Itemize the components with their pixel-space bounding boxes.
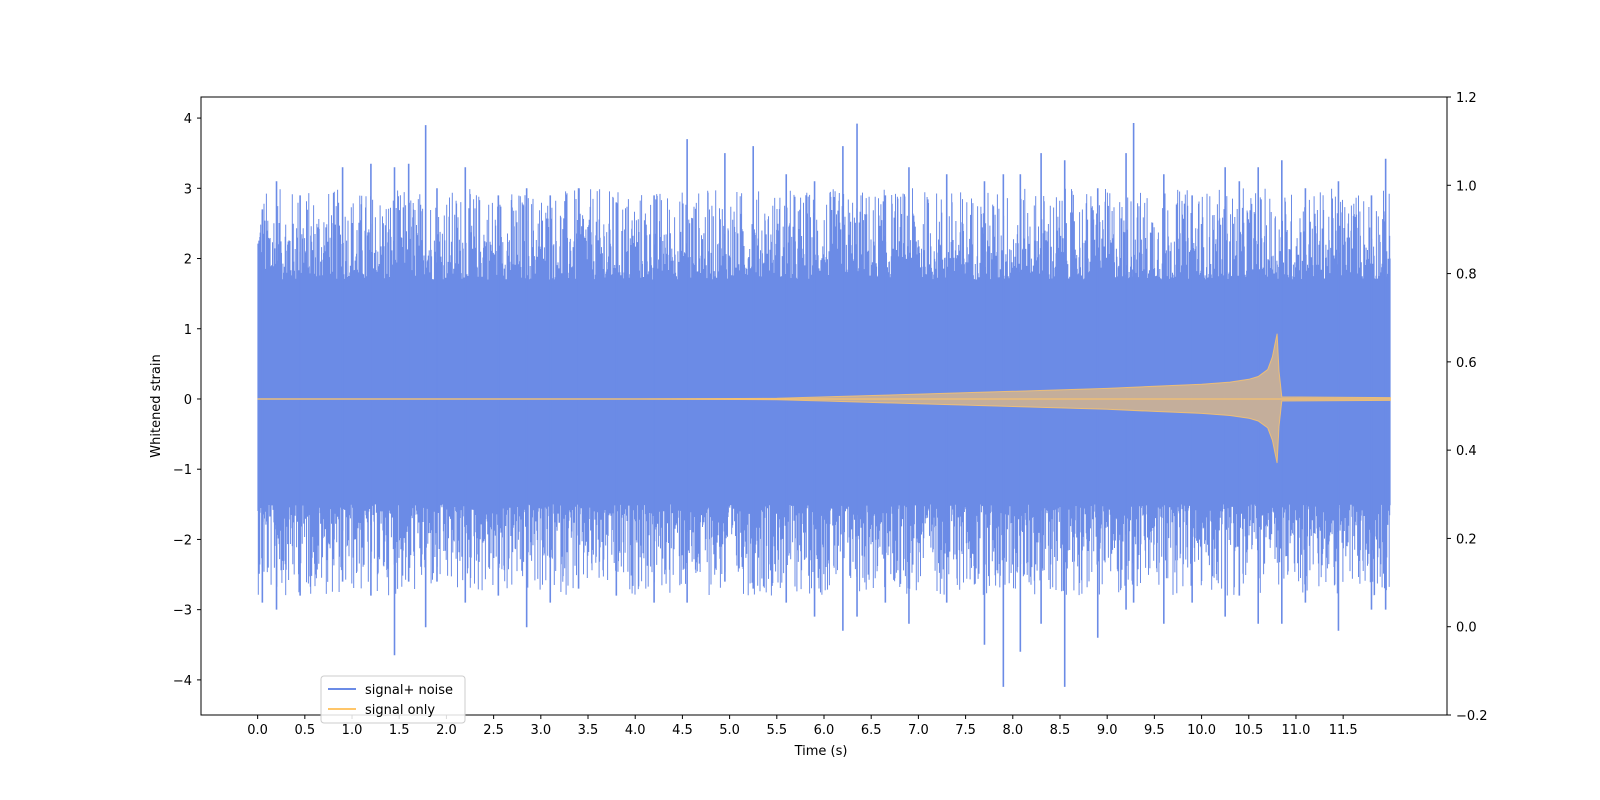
y-tick-label: 0: [184, 393, 192, 408]
y-axis-ticks: −4 −3 −2 −1 0 1 2 3 4: [173, 112, 201, 689]
y-tick-label: 4: [184, 112, 192, 127]
y-axis-label: Whitened strain: [149, 354, 164, 457]
y-tick-label: −4: [173, 674, 192, 689]
x-tick-label: 8.0: [1002, 723, 1023, 738]
x-tick-label: 1.0: [342, 723, 363, 738]
y2-tick-label: 0.6: [1456, 356, 1477, 371]
y2-tick-label: 0.2: [1456, 532, 1477, 547]
y-tick-label: 3: [184, 182, 192, 197]
y-tick-label: 2: [184, 253, 192, 268]
legend-label-signal-only: signal only: [365, 703, 435, 718]
x-tick-label: 0.5: [294, 723, 315, 738]
x-tick-label: 2.0: [436, 723, 457, 738]
x-tick-label: 7.0: [908, 723, 929, 738]
x-tick-label: 2.5: [483, 723, 504, 738]
x-tick-label: 5.5: [766, 723, 787, 738]
y2-tick-label: 0.4: [1456, 444, 1477, 459]
y2-tick-label: 0.0: [1456, 621, 1477, 636]
x-tick-label: 3.5: [578, 723, 599, 738]
y2-axis-ticks: −0.2 0.0 0.2 0.4 0.6 0.8 1.0 1.2: [1447, 91, 1488, 724]
x-tick-label: 10.5: [1234, 723, 1263, 738]
x-tick-label: 3.0: [530, 723, 551, 738]
x-tick-label: 0.0: [247, 723, 268, 738]
y2-tick-label: 1.2: [1456, 91, 1477, 106]
legend-box: [320, 675, 466, 724]
x-tick-label: 11.0: [1281, 723, 1310, 738]
x-tick-label: 1.5: [389, 723, 410, 738]
y-tick-label: 1: [184, 323, 192, 338]
x-tick-label: 11.5: [1329, 723, 1358, 738]
x-axis-label: Time (s): [794, 744, 848, 759]
y-tick-label: −3: [173, 604, 192, 619]
x-tick-label: 4.0: [625, 723, 646, 738]
y-tick-label: −2: [173, 533, 192, 548]
x-tick-label: 6.0: [814, 723, 835, 738]
x-tick-label: 9.0: [1097, 723, 1118, 738]
x-tick-label: 9.5: [1144, 723, 1165, 738]
legend-label-signal-noise: signal+ noise: [365, 683, 453, 698]
x-tick-label: 4.5: [672, 723, 693, 738]
x-tick-label: 6.5: [861, 723, 882, 738]
x-tick-label: 7.5: [955, 723, 976, 738]
series-signal-only: [257, 333, 1391, 464]
legend: signal+ noise signal only: [320, 675, 466, 724]
y-tick-label: −1: [173, 463, 192, 478]
y2-tick-label: −0.2: [1456, 709, 1488, 724]
plot-area: [257, 122, 1391, 687]
y2-tick-label: 0.8: [1456, 268, 1477, 283]
x-tick-label: 10.0: [1187, 723, 1216, 738]
y2-tick-label: 1.0: [1456, 179, 1477, 194]
x-tick-label: 8.5: [1050, 723, 1071, 738]
x-tick-label: 5.0: [719, 723, 740, 738]
x-axis-ticks: 0.0 0.5 1.0 1.5 2.0 2.5 3.0 3.5 4.0 4.5 5.0 5.5 6.0 6…: [247, 715, 1358, 738]
